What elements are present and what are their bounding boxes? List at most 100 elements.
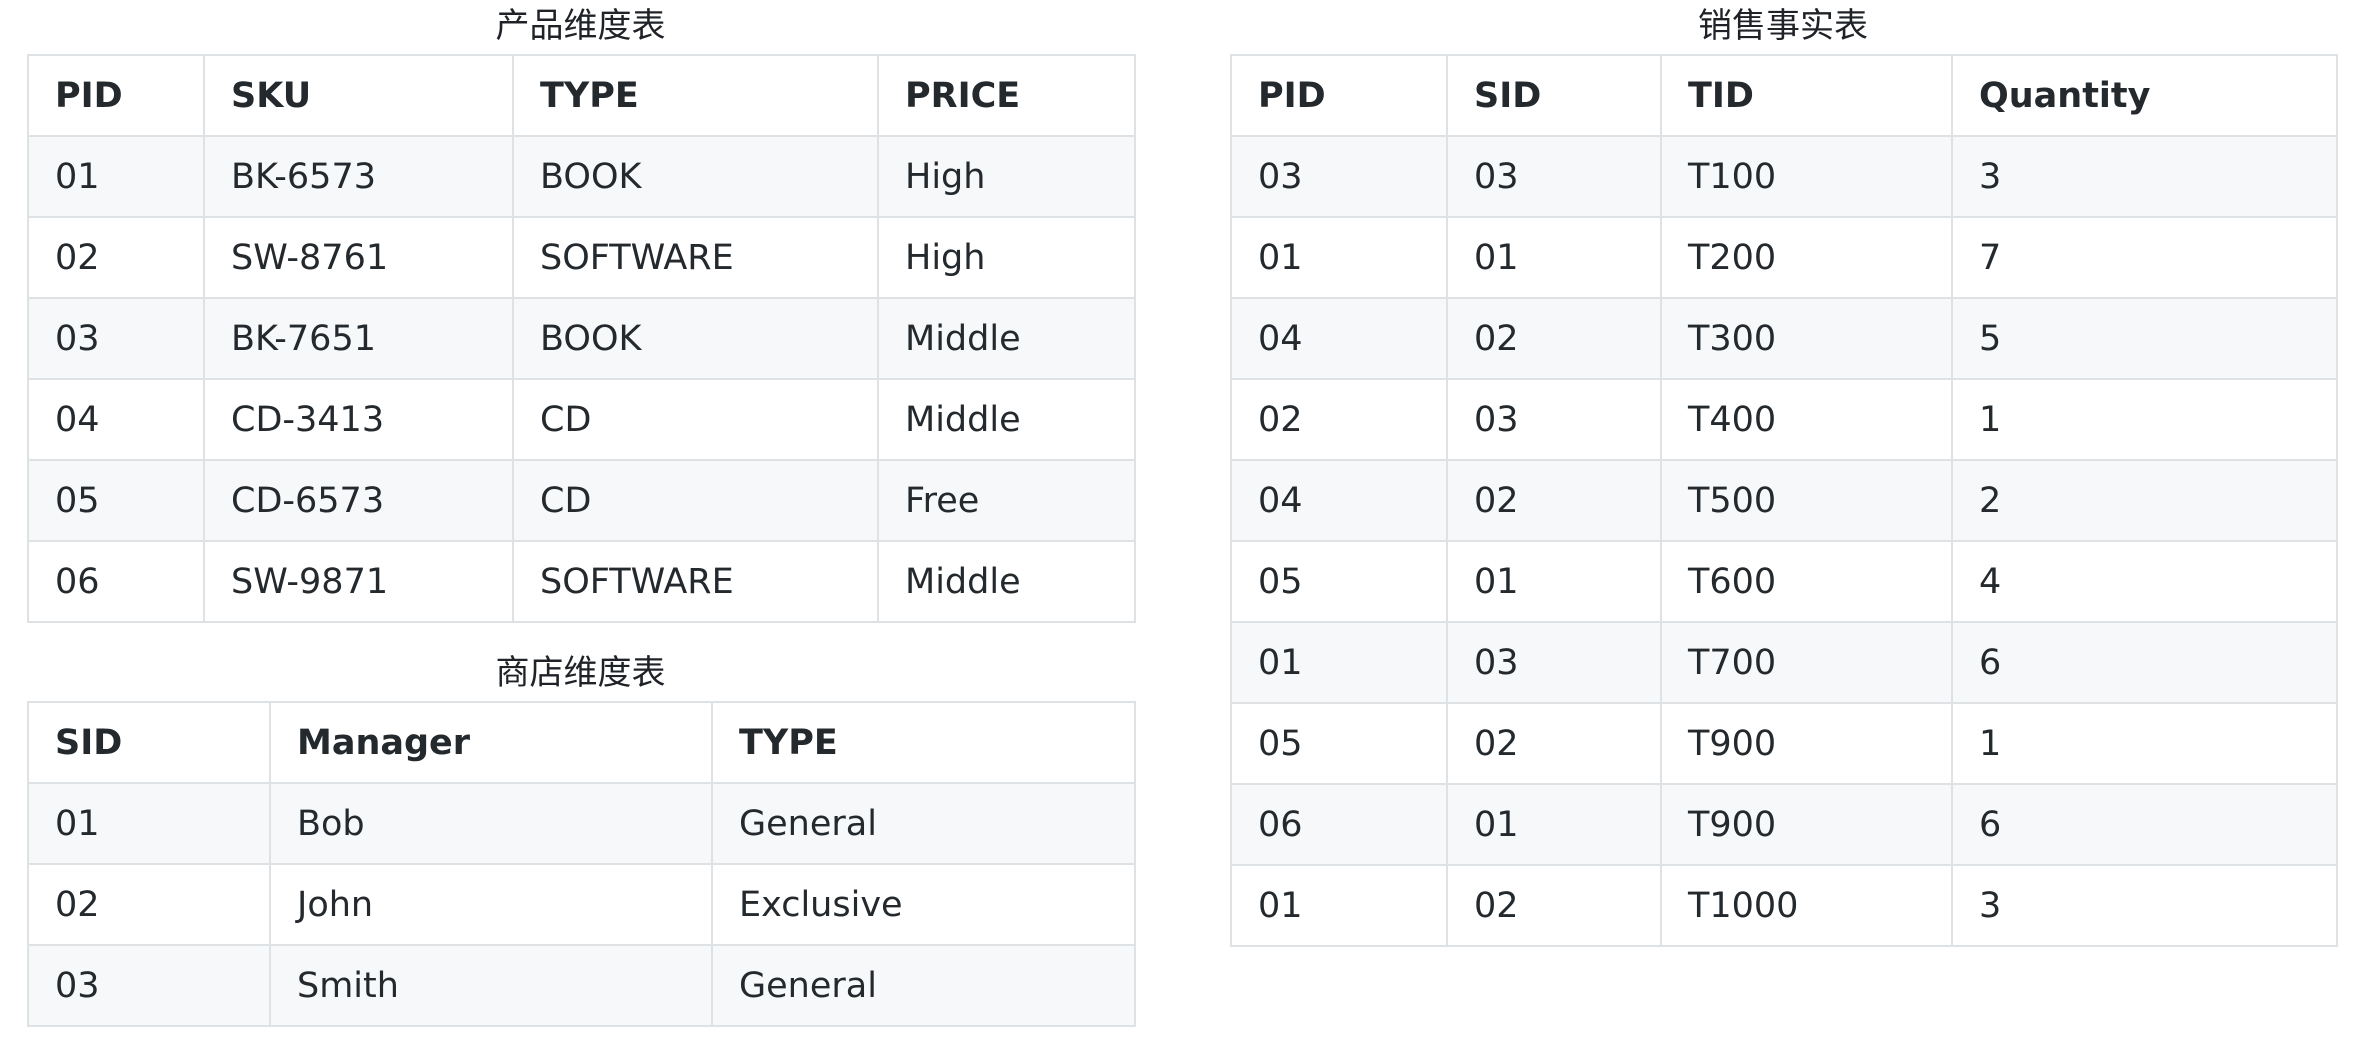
table-cell: 01 bbox=[1230, 621, 1448, 704]
table-cell: Bob bbox=[269, 782, 713, 865]
table-cell: SW-8761 bbox=[203, 216, 514, 299]
table-cell: Middle bbox=[877, 378, 1136, 461]
product-table-block: 产品维度表 PID SKU TYPE PRICE 01 BK-6573 BOOK High 0… bbox=[27, 6, 1136, 623]
table-cell: T900 bbox=[1660, 783, 1953, 866]
table-cell: 04 bbox=[1230, 297, 1448, 380]
table-cell: High bbox=[877, 216, 1136, 299]
table-cell: T100 bbox=[1660, 135, 1953, 218]
store-table-header-row: SID Manager TYPE bbox=[27, 701, 1136, 784]
table-cell: SOFTWARE bbox=[512, 216, 879, 299]
table-cell: 04 bbox=[27, 378, 205, 461]
product-column-header: PID bbox=[27, 54, 205, 137]
table-cell: General bbox=[711, 782, 1136, 865]
table-cell: 7 bbox=[1951, 216, 2338, 299]
table-cell: 6 bbox=[1951, 783, 2338, 866]
table-cell: T600 bbox=[1660, 540, 1953, 623]
product-table-header-row: PID SKU TYPE PRICE bbox=[27, 54, 1136, 137]
table-cell: 01 bbox=[27, 135, 205, 218]
table-cell: T900 bbox=[1660, 702, 1953, 785]
sales-table-block: 销售事实表 PID SID TID Quantity 03 03 T100 3 01 01 T20… bbox=[1230, 6, 2338, 947]
table-cell: CD bbox=[512, 459, 879, 542]
table-cell: Free bbox=[877, 459, 1136, 542]
table-cell: Middle bbox=[877, 540, 1136, 623]
table-cell: BK-6573 bbox=[203, 135, 514, 218]
table-cell: 03 bbox=[1230, 135, 1448, 218]
table-cell: T700 bbox=[1660, 621, 1953, 704]
table-row: 06 01 T900 6 bbox=[1230, 783, 2338, 866]
table-cell: 03 bbox=[1446, 135, 1662, 218]
store-column-header: Manager bbox=[269, 701, 713, 784]
table-cell: 4 bbox=[1951, 540, 2338, 623]
store-column-header: TYPE bbox=[711, 701, 1136, 784]
table-cell: 5 bbox=[1951, 297, 2338, 380]
table-cell: 1 bbox=[1951, 378, 2338, 461]
table-cell: General bbox=[711, 944, 1136, 1027]
table-cell: CD-3413 bbox=[203, 378, 514, 461]
sales-column-header: TID bbox=[1660, 54, 1953, 137]
table-cell: BOOK bbox=[512, 135, 879, 218]
table-cell: SW-9871 bbox=[203, 540, 514, 623]
table-cell: CD-6573 bbox=[203, 459, 514, 542]
table-cell: 03 bbox=[1446, 378, 1662, 461]
table-cell: T500 bbox=[1660, 459, 1953, 542]
table-cell: 2 bbox=[1951, 459, 2338, 542]
table-cell: T400 bbox=[1660, 378, 1953, 461]
table-row: 05 CD-6573 CD Free bbox=[27, 459, 1136, 542]
store-table-title: 商店维度表 bbox=[495, 653, 666, 693]
product-column-header: SKU bbox=[203, 54, 514, 137]
table-row: 01 Bob General bbox=[27, 782, 1136, 865]
table-row: 01 02 T1000 3 bbox=[1230, 864, 2338, 947]
sales-table-title: 销售事实表 bbox=[1698, 6, 1868, 46]
table-cell: 01 bbox=[1446, 216, 1662, 299]
sales-table: PID SID TID Quantity 03 03 T100 3 01 01 T200 7 04 02… bbox=[1230, 54, 2338, 947]
table-row: 01 BK-6573 BOOK High bbox=[27, 135, 1136, 218]
table-row: 04 CD-3413 CD Middle bbox=[27, 378, 1136, 461]
table-cell: 01 bbox=[1446, 540, 1662, 623]
table-cell: 1 bbox=[1951, 702, 2338, 785]
table-cell: 06 bbox=[1230, 783, 1448, 866]
table-row: 02 03 T400 1 bbox=[1230, 378, 2338, 461]
store-table: SID Manager TYPE 01 Bob General 02 John Exclusi… bbox=[27, 701, 1136, 1027]
table-cell: 02 bbox=[27, 216, 205, 299]
store-table-block: 商店维度表 SID Manager TYPE 01 Bob General 02 John E… bbox=[27, 653, 1136, 1027]
table-cell: 03 bbox=[27, 944, 271, 1027]
table-cell: 3 bbox=[1951, 135, 2338, 218]
table-cell: Exclusive bbox=[711, 863, 1136, 946]
table-row: 04 02 T500 2 bbox=[1230, 459, 2338, 542]
table-row: 03 BK-7651 BOOK Middle bbox=[27, 297, 1136, 380]
table-row: 03 Smith General bbox=[27, 944, 1136, 1027]
table-cell: T1000 bbox=[1660, 864, 1953, 947]
table-cell: John bbox=[269, 863, 713, 946]
table-row: 03 03 T100 3 bbox=[1230, 135, 2338, 218]
table-row: 05 01 T600 4 bbox=[1230, 540, 2338, 623]
sales-column-header: Quantity bbox=[1951, 54, 2338, 137]
table-cell: 02 bbox=[1446, 702, 1662, 785]
table-cell: 05 bbox=[27, 459, 205, 542]
table-cell: T300 bbox=[1660, 297, 1953, 380]
table-cell: 06 bbox=[27, 540, 205, 623]
table-row: 06 SW-9871 SOFTWARE Middle bbox=[27, 540, 1136, 623]
table-row: 01 03 T700 6 bbox=[1230, 621, 2338, 704]
table-row: 05 02 T900 1 bbox=[1230, 702, 2338, 785]
table-cell: 04 bbox=[1230, 459, 1448, 542]
table-cell: 05 bbox=[1230, 540, 1448, 623]
table-cell: 01 bbox=[1230, 864, 1448, 947]
table-cell: 03 bbox=[27, 297, 205, 380]
table-cell: 01 bbox=[1230, 216, 1448, 299]
sales-column-header: PID bbox=[1230, 54, 1448, 137]
table-cell: SOFTWARE bbox=[512, 540, 879, 623]
table-cell: Middle bbox=[877, 297, 1136, 380]
table-cell: Smith bbox=[269, 944, 713, 1027]
table-row: 02 SW-8761 SOFTWARE High bbox=[27, 216, 1136, 299]
table-cell: 3 bbox=[1951, 864, 2338, 947]
table-cell: 01 bbox=[27, 782, 271, 865]
table-cell: 02 bbox=[1446, 297, 1662, 380]
table-cell: CD bbox=[512, 378, 879, 461]
table-cell: 01 bbox=[1446, 783, 1662, 866]
table-cell: 05 bbox=[1230, 702, 1448, 785]
table-cell: 02 bbox=[1446, 864, 1662, 947]
product-table-title: 产品维度表 bbox=[495, 6, 666, 46]
product-column-header: TYPE bbox=[512, 54, 879, 137]
table-cell: 03 bbox=[1446, 621, 1662, 704]
table-row: 01 01 T200 7 bbox=[1230, 216, 2338, 299]
